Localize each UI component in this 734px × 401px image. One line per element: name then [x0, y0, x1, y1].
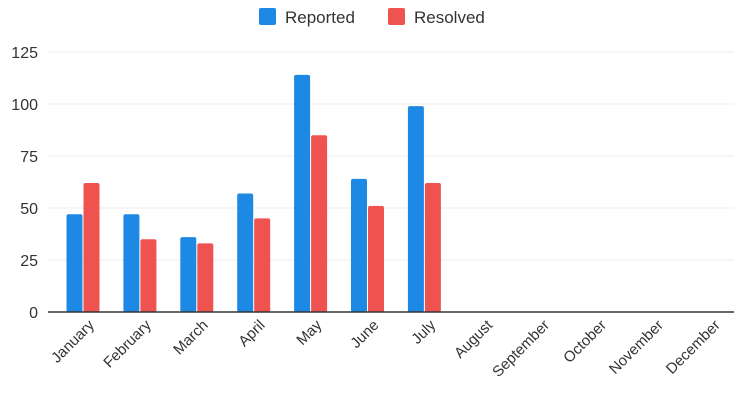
y-tick-label: 75 [20, 149, 38, 166]
y-tick-label: 0 [29, 305, 38, 322]
x-axis-ticks: January February March April May June July Augu… [48, 316, 724, 380]
x-tick-label: October [560, 317, 610, 367]
x-tick-label: May [293, 316, 325, 348]
bar-resolved-february[interactable] [140, 239, 157, 312]
x-tick-label: September [489, 317, 553, 381]
y-tick-label: 125 [11, 45, 38, 62]
legend-label-resolved: Resolved [414, 8, 485, 27]
legend-swatch-resolved [388, 8, 405, 25]
legend-item-reported[interactable]: Reported [259, 8, 355, 27]
legend: Reported Resolved [259, 8, 485, 27]
gridlines [48, 51, 734, 261]
bar-reported-january[interactable] [66, 214, 83, 312]
bar-reported-june[interactable] [351, 178, 367, 312]
bar-resolved-may[interactable] [311, 135, 328, 312]
bar-resolved-june[interactable] [368, 205, 384, 312]
bar-resolved-march[interactable] [197, 243, 214, 312]
x-tick-label: December [663, 317, 724, 378]
y-tick-label: 100 [11, 97, 38, 114]
bar-reported-april[interactable] [237, 193, 254, 312]
x-tick-label: February [100, 316, 155, 371]
legend-item-resolved[interactable]: Resolved [388, 8, 485, 27]
y-tick-label: 50 [20, 201, 38, 218]
x-tick-label: March [170, 317, 211, 358]
bar-reported-february[interactable] [123, 214, 140, 312]
bar-reported-may[interactable] [294, 74, 311, 312]
bar-resolved-january[interactable] [83, 183, 100, 312]
bar-reported-march[interactable] [180, 237, 197, 312]
legend-swatch-reported [259, 8, 276, 25]
bar-reported-july[interactable] [407, 106, 424, 312]
x-tick-label: November [606, 317, 667, 378]
x-tick-label: August [451, 316, 497, 362]
y-axis-ticks: 0 25 50 75 100 125 [11, 45, 38, 322]
x-tick-label: January [48, 316, 98, 366]
x-tick-label: April [235, 317, 268, 350]
legend-label-reported: Reported [285, 8, 355, 27]
bar-resolved-july[interactable] [424, 183, 441, 312]
y-tick-label: 25 [20, 253, 38, 270]
bars [66, 74, 441, 312]
x-tick-label: July [408, 316, 439, 347]
x-tick-label: June [347, 317, 382, 352]
bar-resolved-april[interactable] [254, 218, 271, 312]
